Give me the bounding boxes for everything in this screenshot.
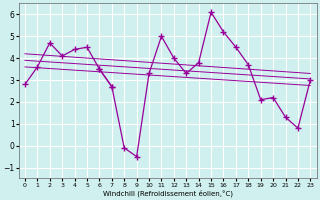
X-axis label: Windchill (Refroidissement éolien,°C): Windchill (Refroidissement éolien,°C): [103, 189, 233, 197]
